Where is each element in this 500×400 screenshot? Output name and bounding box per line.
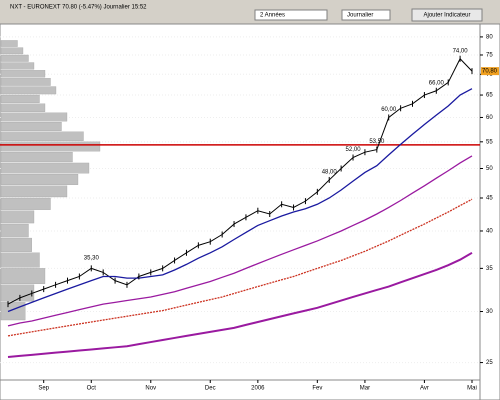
series-line <box>7 57 473 305</box>
annotation-label: 53,50 <box>369 139 385 145</box>
volume-profile-bar <box>0 302 26 321</box>
y-tick-label: 55 <box>486 139 493 145</box>
volume-profile-bar <box>0 174 79 185</box>
volume-profile-bar <box>0 162 90 174</box>
volume-profile-bar <box>0 78 51 86</box>
add-indicator-text: Ajouter Indicateur <box>423 13 470 19</box>
x-tick-label: Sep <box>38 386 49 392</box>
y-tick-label: 40 <box>486 229 493 235</box>
volume-profile-bar <box>0 86 57 95</box>
annotation-label: 66,00 <box>429 80 445 86</box>
volume-profile-bar <box>0 103 46 112</box>
volume-profile-bar <box>0 252 40 268</box>
period-select[interactable] <box>254 9 328 21</box>
x-tick-label: Dec <box>205 386 216 392</box>
volume-profile-bar <box>0 131 84 141</box>
volume-profile-bar <box>0 112 68 122</box>
volume-profile-bar <box>0 54 29 62</box>
interval-text: Journalier <box>347 13 373 19</box>
last-price-tag <box>481 67 499 76</box>
x-tick-label: Avr <box>420 386 429 392</box>
annotation-label: 48,00 <box>322 170 338 176</box>
x-tick-label: 2006 <box>251 386 265 392</box>
x-axis-area <box>0 379 481 400</box>
volume-profile-bar <box>0 210 35 224</box>
volume-profile-bar <box>0 94 40 103</box>
annotation-label: 35,30 <box>84 256 100 262</box>
y-tick-label: 45 <box>486 196 493 202</box>
annotation-label: 60,00 <box>381 107 397 113</box>
last-price-label: 70,80 <box>482 69 498 75</box>
annotation-label: 74,00 <box>453 48 469 54</box>
y-tick-label: 35 <box>486 266 493 272</box>
y-tick-label: 50 <box>486 166 493 172</box>
volume-profile-bar <box>0 223 29 238</box>
interval-select[interactable] <box>341 9 391 21</box>
x-tick-label: Fev <box>312 386 322 392</box>
y-tick-label: 80 <box>486 34 493 40</box>
y-tick-label: 60 <box>486 115 493 121</box>
volume-profile-bar <box>0 152 73 163</box>
volume-profile-bar <box>0 70 46 78</box>
add-indicator-button[interactable] <box>411 8 483 22</box>
annotation-label: 52,00 <box>346 147 362 153</box>
volume-profile-bar <box>0 122 62 131</box>
volume-profile-bar <box>0 62 35 70</box>
x-tick-label: Mai <box>467 386 477 392</box>
y-axis-area <box>479 23 500 400</box>
x-tick-label: Nov <box>145 386 156 392</box>
volume-profile-bar <box>0 141 101 152</box>
y-tick-label: 75 <box>486 53 493 59</box>
volume-profile-bar <box>0 185 68 198</box>
x-tick-label: Mar <box>360 386 370 392</box>
volume-profile-bar <box>0 40 18 47</box>
series-line <box>7 88 473 313</box>
x-tick-label: Oct <box>87 386 97 392</box>
y-tick-label: 25 <box>486 360 493 366</box>
y-tick-label: 65 <box>486 93 493 99</box>
series-line <box>7 155 473 327</box>
window-title: NXT - EURONEXT 70.80 (-5.47%) Journalier… <box>10 5 147 11</box>
series-line <box>7 198 473 337</box>
volume-profile-bar <box>0 237 32 252</box>
volume-profile-bar <box>0 47 24 55</box>
volume-profile-bar <box>0 197 51 210</box>
period-text: 2 Années <box>260 13 285 19</box>
series-line <box>7 251 473 359</box>
y-tick-label: 30 <box>486 309 493 315</box>
volume-profile-bar <box>0 268 46 284</box>
